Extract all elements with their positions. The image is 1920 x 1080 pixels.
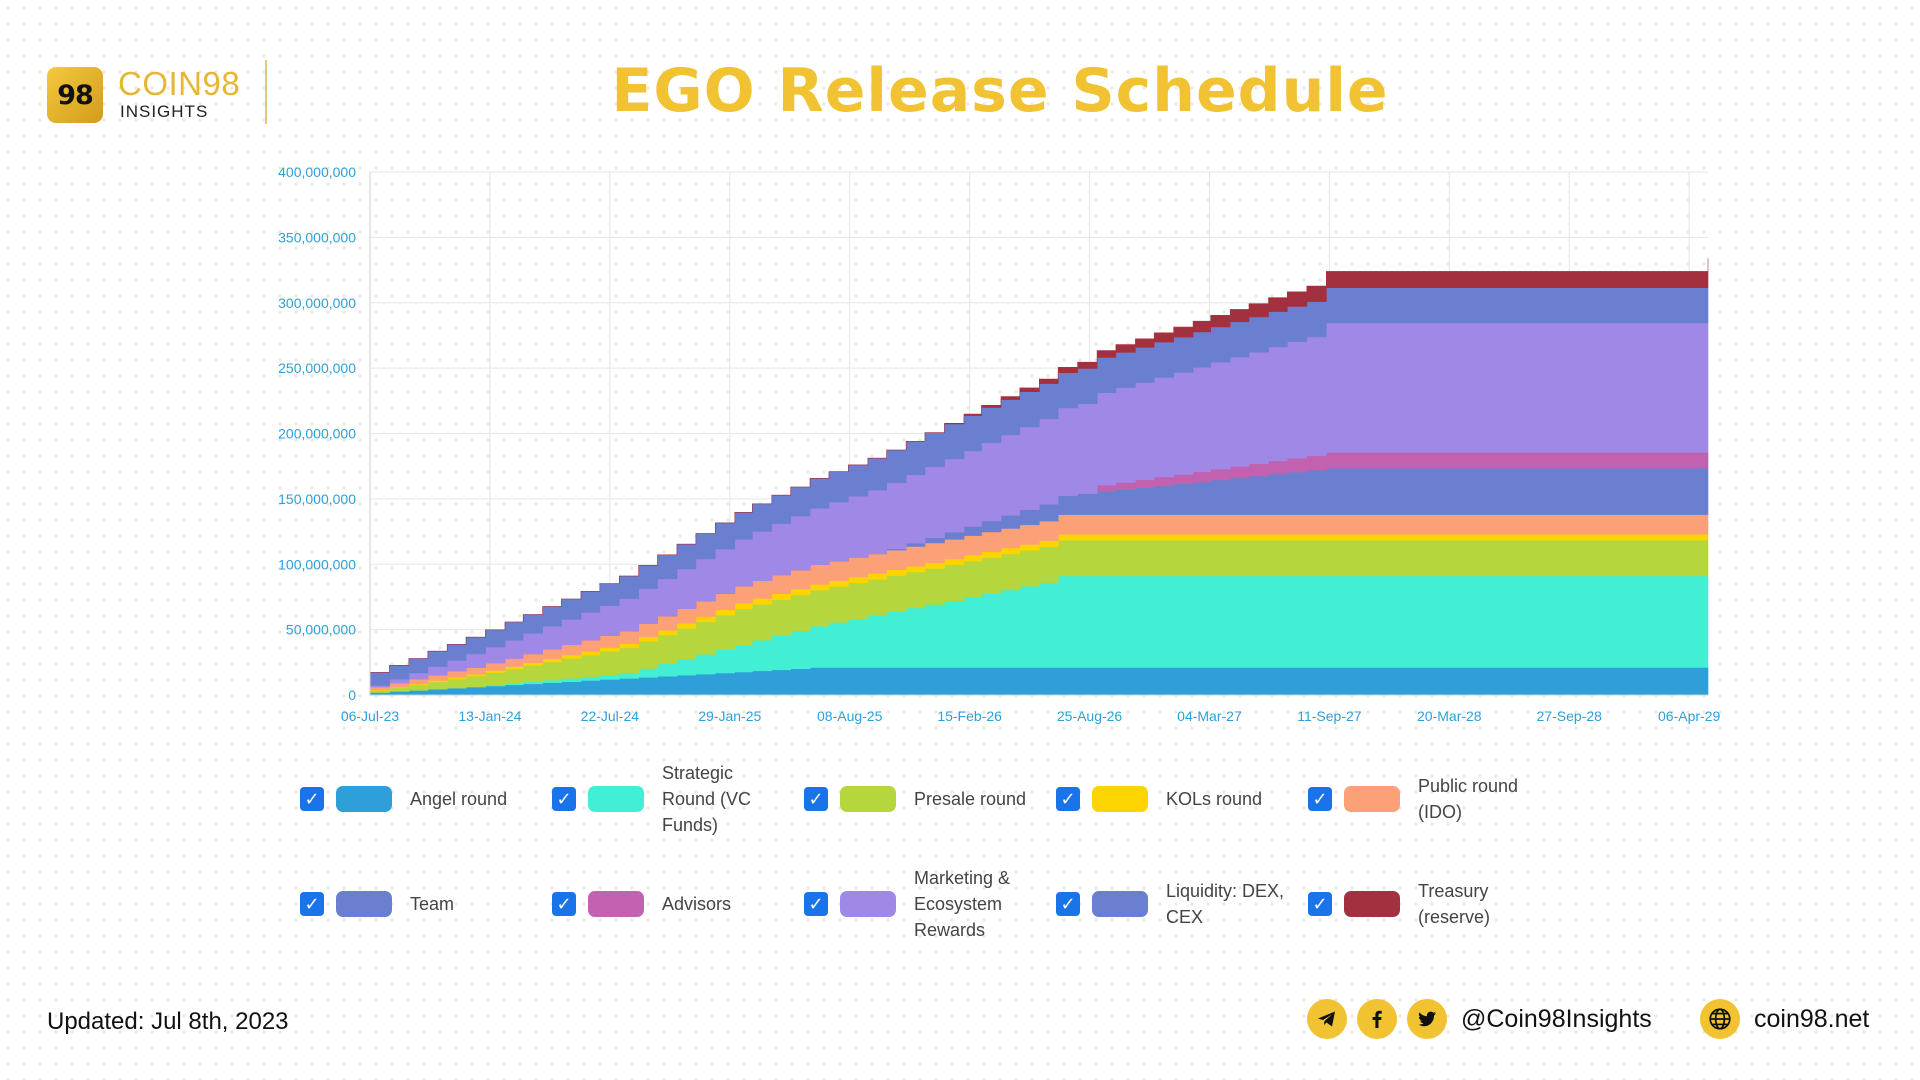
x-tick-label: 27-Sep-28 — [1537, 708, 1603, 724]
y-tick-label: 300,000,000 — [278, 295, 356, 311]
logo-icon: 98 — [47, 67, 103, 123]
checkbox[interactable]: ✓ — [1308, 892, 1332, 916]
brand-subtitle: INSIGHTS — [120, 102, 209, 121]
checkbox[interactable]: ✓ — [552, 787, 576, 811]
legend-swatch — [1092, 891, 1148, 917]
x-tick-label: 29-Jan-25 — [698, 708, 761, 724]
website-link[interactable]: coin98.net — [1700, 998, 1869, 1040]
legend-swatch — [840, 891, 896, 917]
x-tick-label: 06-Apr-29 — [1658, 708, 1720, 724]
x-tick-label: 15-Feb-26 — [937, 708, 1002, 724]
chart-axes: 0 50,000,000 100,000,000 150,000,000 200,000… — [278, 164, 1720, 724]
checkbox[interactable]: ✓ — [1056, 787, 1080, 811]
legend-item-treasury[interactable]: ✓ Treasury (reserve) — [1308, 859, 1528, 949]
brand-logo[interactable]: 98 COIN98 INSIGHTS — [47, 64, 269, 126]
legend-swatch — [1092, 786, 1148, 812]
checkbox[interactable]: ✓ — [300, 787, 324, 811]
y-tick-label: 50,000,000 — [286, 622, 356, 638]
legend-label: Treasury (reserve) — [1418, 881, 1491, 927]
y-tick-label: 350,000,000 — [278, 229, 356, 245]
legend-label: Presale round — [914, 789, 1027, 809]
legend-item-public-round[interactable]: ✓ Public round (IDO) — [1308, 754, 1528, 844]
brand-name: COIN98 — [118, 65, 241, 102]
x-tick-label: 11-Sep-27 — [1297, 708, 1362, 724]
twitter-icon[interactable] — [1407, 999, 1447, 1039]
legend-label: Advisors — [662, 894, 732, 914]
checkbox[interactable]: ✓ — [804, 892, 828, 916]
y-tick-label: 150,000,000 — [278, 491, 356, 507]
header-divider — [265, 60, 267, 124]
legend-item-presale-round[interactable]: ✓ Presale round — [804, 754, 1044, 844]
y-tick-label: 200,000,000 — [278, 426, 356, 442]
chart-legend: ✓ Angel round ✓ Strategic Round (VC Fund… — [300, 754, 1600, 954]
checkbox[interactable]: ✓ — [1056, 892, 1080, 916]
legend-swatch — [588, 786, 644, 812]
release-chart: 0 50,000,000 100,000,000 150,000,000 200,000… — [278, 164, 1720, 724]
x-tick-label: 13-Jan-24 — [458, 708, 521, 724]
website-url: coin98.net — [1754, 1004, 1870, 1033]
area-series-treasury-reserve — [370, 258, 1709, 673]
legend-swatch — [336, 786, 392, 812]
legend-label: Public round (IDO) — [1418, 776, 1519, 822]
checkbox[interactable]: ✓ — [300, 892, 324, 916]
legend-swatch — [336, 891, 392, 917]
y-tick-label: 0 — [348, 687, 356, 703]
y-tick-label: 250,000,000 — [278, 360, 356, 376]
legend-item-kols-round[interactable]: ✓ KOLs round — [1056, 754, 1276, 844]
x-tick-label: 25-Aug-26 — [1057, 708, 1123, 724]
legend-item-liquidity[interactable]: ✓ Liquidity: DEX, CEX — [1056, 859, 1291, 949]
legend-item-team[interactable]: ✓ Team — [300, 859, 520, 949]
legend-label: Marketing & Ecosystem Rewards — [914, 868, 1011, 940]
y-tick-label: 400,000,000 — [278, 164, 356, 180]
legend-item-advisors[interactable]: ✓ Advisors — [552, 859, 772, 949]
legend-label: KOLs round — [1166, 789, 1263, 809]
legend-item-angel-round[interactable]: ✓ Angel round — [300, 754, 520, 844]
legend-swatch — [1344, 891, 1400, 917]
facebook-icon[interactable] — [1357, 999, 1397, 1039]
x-tick-label: 06-Jul-23 — [341, 708, 400, 724]
x-tick-label: 20-Mar-28 — [1417, 708, 1482, 724]
legend-swatch — [588, 891, 644, 917]
checkbox[interactable]: ✓ — [552, 892, 576, 916]
chart-areas — [369, 258, 1709, 696]
legend-label: Angel round — [410, 789, 508, 809]
x-tick-label: 08-Aug-25 — [817, 708, 883, 724]
legend-swatch — [1344, 786, 1400, 812]
globe-icon — [1700, 999, 1740, 1039]
y-tick-label: 100,000,000 — [278, 556, 356, 572]
telegram-icon[interactable] — [1307, 999, 1347, 1039]
header: 98 COIN98 INSIGHTS EGO Release Schedule — [0, 0, 1920, 160]
checkbox[interactable]: ✓ — [1308, 787, 1332, 811]
x-tick-label: 22-Jul-24 — [581, 708, 640, 724]
social-links: @Coin98Insights — [1307, 998, 1652, 1040]
legend-label: Liquidity: DEX, CEX — [1166, 881, 1285, 927]
legend-label: Team — [410, 894, 455, 914]
legend-label: Strategic Round (VC Funds) — [662, 763, 752, 835]
legend-item-strategic-round[interactable]: ✓ Strategic Round (VC Funds) — [552, 754, 772, 844]
legend-swatch — [840, 786, 896, 812]
legend-item-marketing-ecosystem[interactable]: ✓ Marketing & Ecosystem Rewards — [804, 859, 1024, 949]
x-tick-label: 04-Mar-27 — [1177, 708, 1242, 724]
updated-date: Updated: Jul 8th, 2023 — [47, 1008, 289, 1035]
checkbox[interactable]: ✓ — [804, 787, 828, 811]
social-handle[interactable]: @Coin98Insights — [1461, 1004, 1652, 1033]
page-title: EGO Release Schedule — [611, 56, 1389, 126]
